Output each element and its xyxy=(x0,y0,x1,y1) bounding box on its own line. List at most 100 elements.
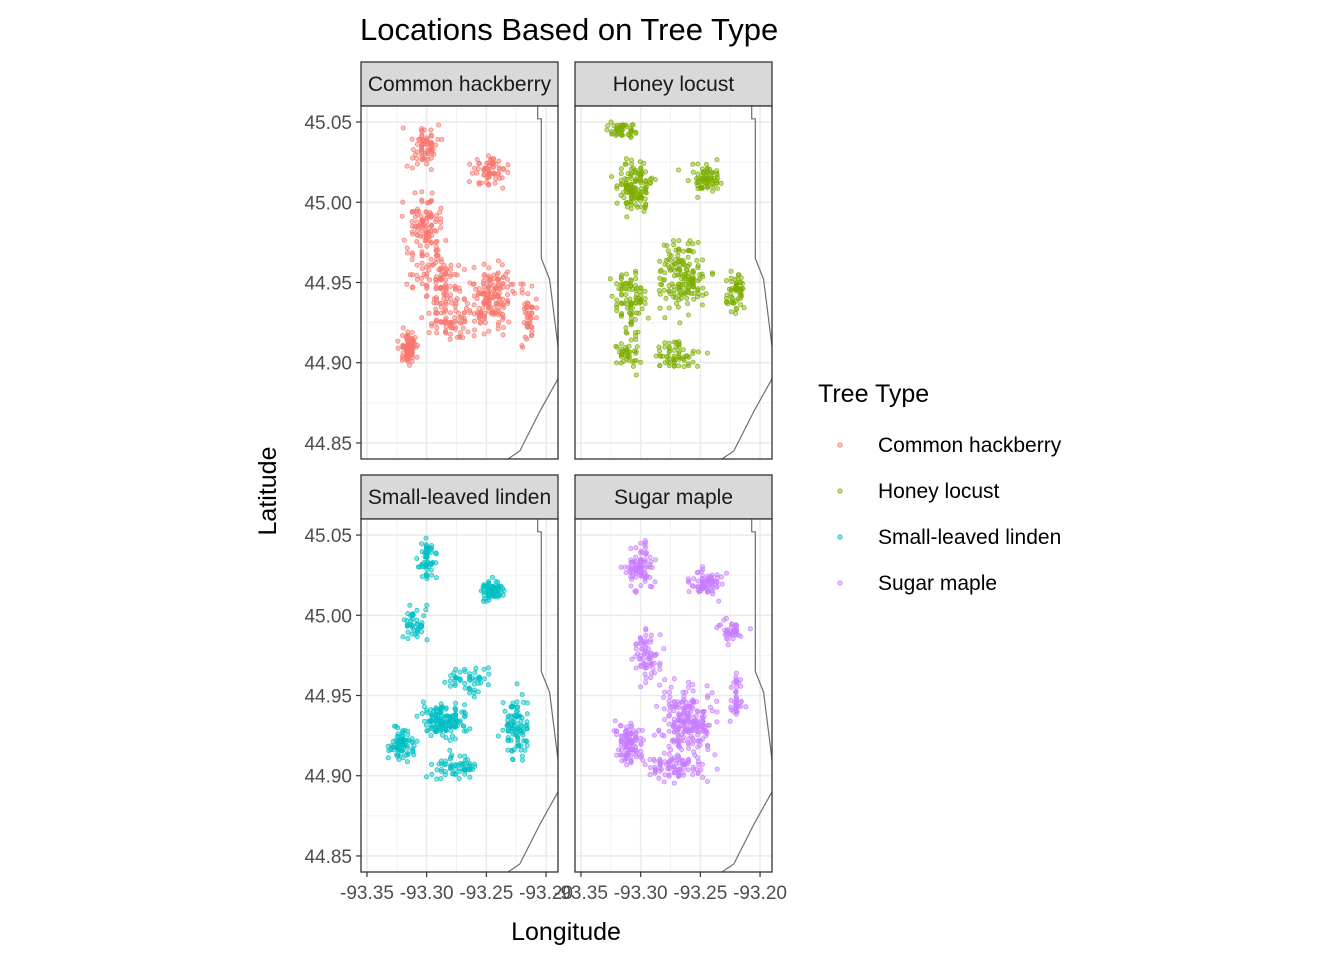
boundary-line xyxy=(721,378,772,459)
data-point xyxy=(643,190,649,196)
data-point xyxy=(643,641,649,647)
data-point xyxy=(704,350,710,356)
data-point xyxy=(401,617,407,623)
facet-strip-label: Small-leaved linden xyxy=(368,486,551,509)
data-point xyxy=(676,363,682,369)
data-point xyxy=(618,564,624,570)
data-point xyxy=(480,598,486,604)
data-point xyxy=(395,338,401,344)
data-point xyxy=(452,283,458,289)
data-point xyxy=(671,780,677,786)
data-point xyxy=(618,341,624,347)
data-point xyxy=(609,174,615,180)
data-point xyxy=(412,335,418,341)
data-point xyxy=(419,253,425,259)
data-point xyxy=(410,147,416,153)
data-point xyxy=(698,176,704,182)
data-point xyxy=(404,353,410,359)
data-point xyxy=(414,556,420,562)
data-point xyxy=(461,766,467,772)
data-point xyxy=(412,190,418,196)
data-point xyxy=(700,285,706,291)
data-point xyxy=(496,175,502,181)
data-point xyxy=(481,666,487,672)
facet-panel: Common hackberry xyxy=(360,61,559,460)
data-point xyxy=(414,342,420,348)
data-point xyxy=(623,280,629,286)
data-point xyxy=(472,165,478,171)
data-point xyxy=(733,622,739,628)
data-point xyxy=(690,772,696,778)
data-point xyxy=(490,295,496,301)
data-point xyxy=(486,671,492,677)
data-point xyxy=(671,356,677,362)
data-point xyxy=(481,592,487,598)
data-point xyxy=(678,738,684,744)
data-point xyxy=(643,633,649,639)
chart-title: Locations Based on Tree Type xyxy=(360,12,778,47)
data-point xyxy=(607,276,613,282)
data-point xyxy=(686,679,692,685)
facet-strip-label: Sugar maple xyxy=(614,486,733,509)
y-tick-label: 45.00 xyxy=(304,606,352,627)
y-tick-label: 44.90 xyxy=(304,767,352,788)
data-point xyxy=(652,670,658,676)
data-point xyxy=(657,348,663,354)
data-point xyxy=(465,329,471,335)
data-point xyxy=(666,728,672,734)
data-point xyxy=(691,269,697,275)
data-point xyxy=(686,741,692,747)
data-point xyxy=(400,755,406,761)
data-point xyxy=(524,743,530,749)
data-point xyxy=(457,678,463,684)
data-point xyxy=(500,281,506,287)
data-point xyxy=(633,545,639,551)
data-point xyxy=(476,290,482,296)
data-point xyxy=(462,702,468,708)
data-point xyxy=(424,574,430,580)
data-point xyxy=(429,150,435,156)
data-point xyxy=(733,702,739,708)
data-point xyxy=(437,209,443,215)
data-point xyxy=(472,670,478,676)
point-series xyxy=(385,535,530,782)
data-point xyxy=(685,757,691,763)
data-point xyxy=(716,598,722,604)
legend: Tree Type Common hackberry Honey locust Sm… xyxy=(818,380,1062,595)
data-point xyxy=(628,337,634,343)
data-point xyxy=(728,697,734,703)
data-point xyxy=(619,292,625,298)
data-point xyxy=(674,272,680,278)
data-point xyxy=(429,323,435,329)
data-point xyxy=(647,554,653,560)
data-point xyxy=(447,737,453,743)
data-point xyxy=(442,679,448,685)
data-point xyxy=(414,713,420,719)
data-point xyxy=(385,755,391,761)
data-point xyxy=(436,122,442,128)
data-point xyxy=(395,345,401,351)
data-point xyxy=(666,721,672,727)
data-point xyxy=(478,319,484,325)
data-point xyxy=(462,318,468,324)
data-point xyxy=(452,700,458,706)
x-tick-label: -93.35 xyxy=(340,883,394,904)
data-point xyxy=(505,714,511,720)
data-point xyxy=(409,165,415,171)
data-point xyxy=(426,718,432,724)
data-point xyxy=(741,305,747,311)
data-point xyxy=(443,237,449,243)
data-point xyxy=(500,700,506,706)
data-point xyxy=(685,576,691,582)
data-point xyxy=(695,732,701,738)
data-point xyxy=(695,171,701,177)
data-point xyxy=(471,694,477,700)
data-point xyxy=(710,270,716,276)
data-point xyxy=(399,733,405,739)
data-point xyxy=(462,753,468,759)
data-point xyxy=(629,656,635,662)
data-point xyxy=(404,745,410,751)
data-point xyxy=(686,684,692,690)
x-tick-label: -93.30 xyxy=(400,883,454,904)
data-point xyxy=(424,219,430,225)
